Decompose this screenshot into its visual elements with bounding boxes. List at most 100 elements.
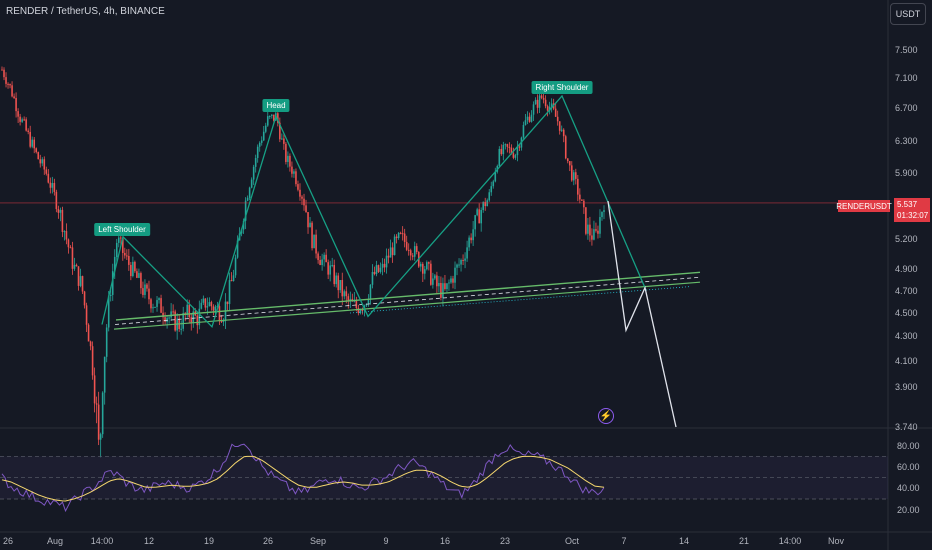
candle-body — [339, 280, 342, 291]
candle-body — [506, 144, 509, 147]
candle-body — [91, 346, 94, 376]
candle-body — [583, 200, 585, 208]
candle-body — [37, 152, 40, 160]
candle-body — [7, 83, 9, 85]
candle-body — [601, 211, 603, 218]
candle-body — [428, 262, 430, 264]
candle-body — [572, 172, 575, 181]
candle-body — [379, 267, 382, 272]
candle-body — [444, 283, 446, 290]
candle-body — [530, 114, 533, 122]
candle-body — [287, 155, 289, 162]
candle-body — [246, 197, 249, 201]
candle-body — [452, 278, 454, 283]
rsi-tick-label: 20.00 — [897, 504, 920, 515]
candle-body — [570, 165, 573, 181]
candle-body — [260, 140, 263, 143]
candle-body — [436, 275, 438, 287]
candle-body — [564, 136, 567, 159]
candle-body — [365, 303, 368, 306]
price-tick-label: 7.100 — [895, 73, 918, 83]
candle-body — [456, 264, 458, 268]
time-tick-label: 14 — [678, 536, 690, 546]
candle-body — [117, 237, 120, 243]
time-tick-label: 9 — [383, 536, 389, 546]
candle-body — [295, 171, 297, 185]
candle-body — [329, 265, 331, 275]
candle-body — [262, 131, 265, 141]
candle-body — [309, 222, 311, 228]
candle-body — [148, 288, 150, 300]
candle-body — [168, 317, 170, 319]
candle-body — [115, 242, 118, 257]
lightning-bolt-icon[interactable]: ⚡ — [598, 408, 614, 424]
time-tick-label: 14:00 — [90, 536, 114, 546]
candle-body — [256, 146, 259, 158]
candle-body — [59, 209, 62, 213]
left-shoulder-label: Left Shoulder — [94, 223, 150, 236]
neckline-upper — [115, 271, 701, 321]
candle-body — [83, 291, 86, 306]
candle-body — [124, 252, 126, 256]
candle-body — [440, 282, 442, 298]
candle-body — [242, 220, 245, 230]
candle-body — [500, 148, 503, 155]
time-tick-label: Nov — [827, 536, 845, 546]
candle-body — [415, 246, 418, 252]
candle-body — [119, 237, 122, 239]
candle-body — [170, 311, 172, 318]
candle-body — [1, 69, 3, 71]
candle-body — [421, 263, 424, 274]
candle-body — [144, 284, 146, 295]
candle-body — [347, 296, 350, 302]
candle-body — [277, 113, 279, 123]
candle-body — [248, 187, 251, 198]
candle-body — [111, 271, 114, 295]
candle-body — [236, 240, 239, 258]
candle-body — [142, 288, 144, 295]
candle-body — [464, 258, 466, 261]
rsi-line — [1, 443, 605, 513]
candle-body — [526, 116, 529, 121]
candle-body — [454, 267, 456, 283]
candle-body — [458, 264, 460, 266]
candle-body — [51, 183, 54, 188]
candle-body — [252, 166, 255, 180]
candle-body — [490, 186, 493, 193]
candle-body — [538, 95, 541, 108]
candle-body — [466, 247, 468, 259]
candle-body — [581, 199, 583, 201]
candle-body — [554, 108, 557, 117]
candle-body — [587, 224, 589, 234]
candle-body — [182, 313, 185, 329]
candle-body — [79, 276, 82, 286]
candle-body — [540, 95, 543, 98]
candle-body — [5, 77, 7, 84]
candle-body — [31, 139, 34, 147]
candle-body — [544, 99, 547, 107]
candle-body — [331, 265, 333, 267]
candle-body — [482, 201, 484, 210]
candle-body — [250, 179, 253, 188]
currency-button[interactable]: USDT — [890, 3, 926, 25]
candle-body — [460, 260, 462, 265]
candle-body — [234, 257, 237, 276]
candle-body — [126, 255, 128, 257]
candle-body — [154, 306, 156, 308]
candle-body — [146, 284, 148, 289]
candle-body — [180, 328, 182, 330]
candle-body — [502, 144, 505, 155]
candle-body — [212, 306, 215, 311]
candle-body — [595, 229, 597, 231]
candle-body — [355, 300, 358, 308]
candle-body — [190, 317, 193, 323]
candle-body — [77, 266, 80, 286]
candle-body — [599, 217, 601, 234]
candle-body — [430, 263, 432, 285]
candle-body — [315, 234, 317, 254]
candle-body — [202, 298, 205, 303]
time-tick-label: 16 — [439, 536, 451, 546]
candle-body — [389, 247, 392, 258]
candle-body — [132, 261, 134, 277]
